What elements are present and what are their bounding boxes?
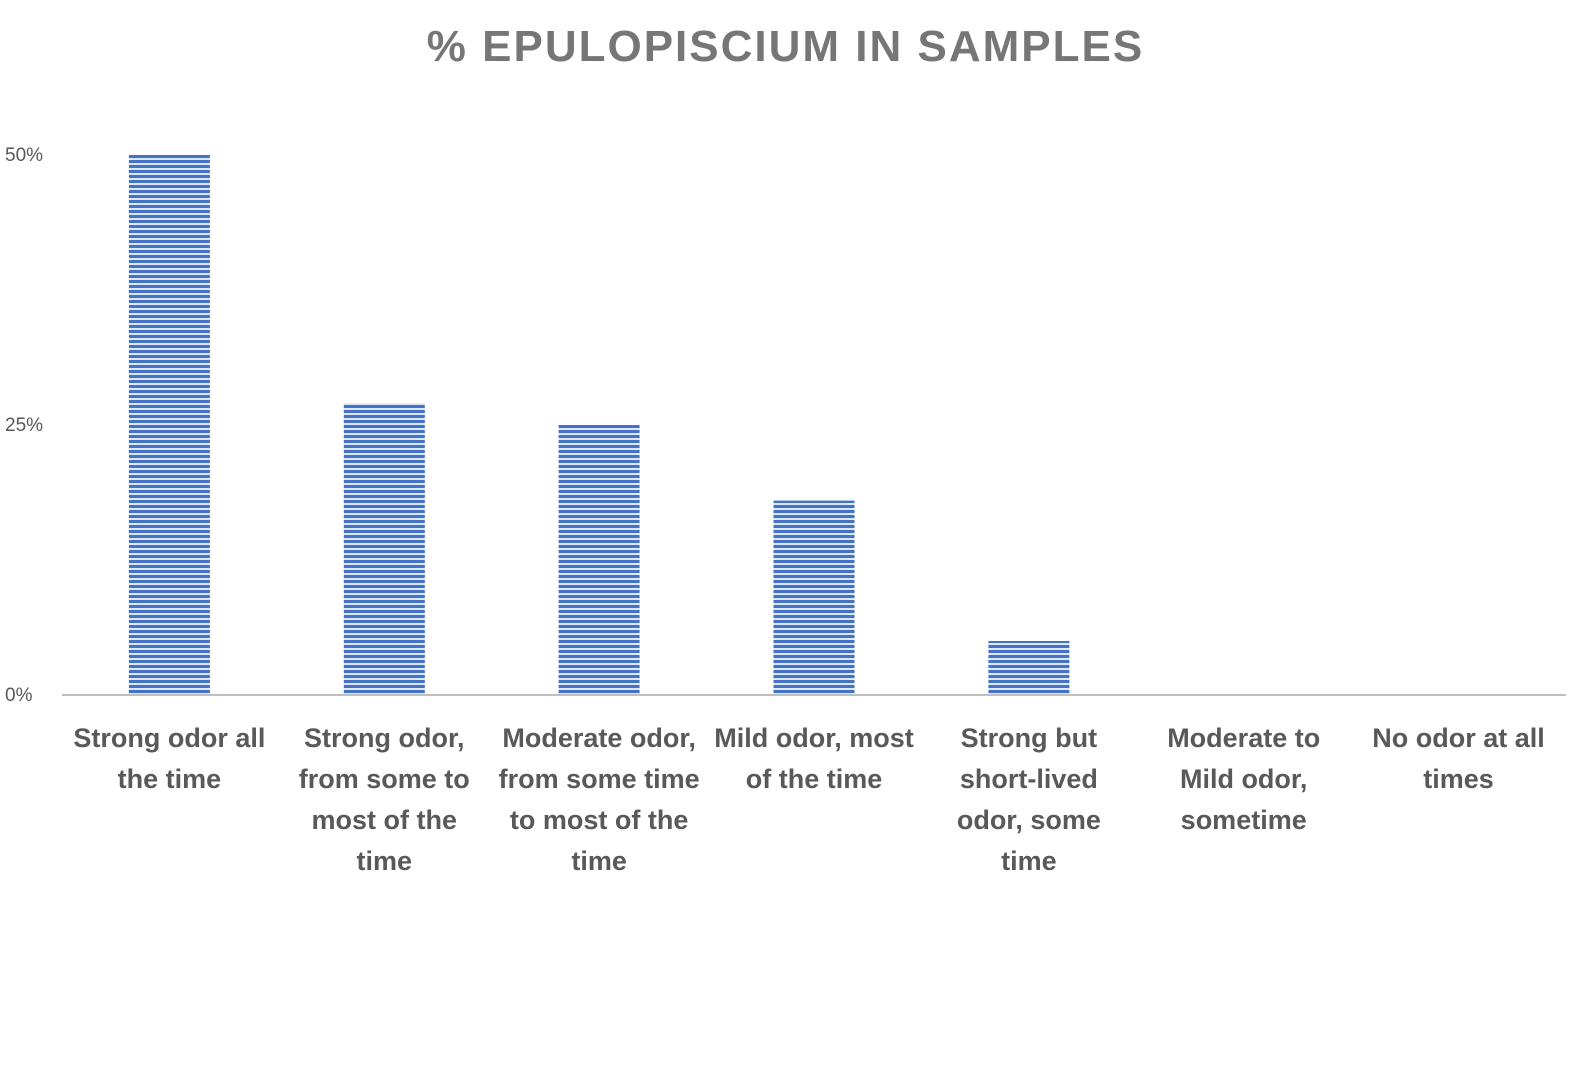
bar xyxy=(773,500,855,695)
x-tick-label: Moderate odor, from some time to most of… xyxy=(498,723,700,876)
bar xyxy=(128,155,210,695)
y-tick-label: 0% xyxy=(5,685,33,706)
bar xyxy=(343,403,425,695)
x-tick-label: No odor at all times xyxy=(1372,723,1545,794)
x-tick-label: Strong but short-lived odor, some time xyxy=(956,723,1101,876)
x-tick-label: Moderate to Mild odor, sometime xyxy=(1167,723,1321,835)
x-tick-label: Mild odor, most of the time xyxy=(714,723,914,794)
chart-title: % EPULOPISCIUM IN SAMPLES xyxy=(426,22,1145,71)
x-tick-label: Strong odor all the time xyxy=(73,723,266,794)
x-tick-label: Strong odor, from some to most of the ti… xyxy=(298,723,470,876)
y-tick-label: 25% xyxy=(5,415,43,436)
bar xyxy=(988,641,1070,695)
bar xyxy=(558,425,640,695)
y-tick-label: 50% xyxy=(5,145,43,166)
